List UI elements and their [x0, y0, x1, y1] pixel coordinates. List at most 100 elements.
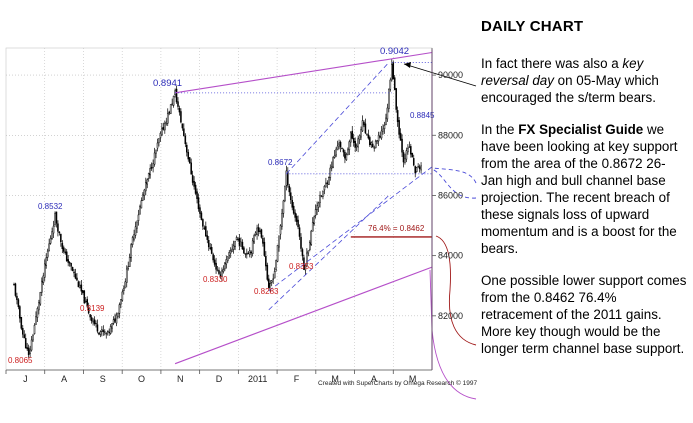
arrow-support-guide-2 [431, 168, 477, 199]
candle-body [136, 221, 138, 229]
candle-body [155, 149, 157, 154]
price-label: 0.8330 [203, 275, 228, 284]
candle-body [203, 227, 206, 229]
candle-body [241, 241, 244, 250]
candle-body [347, 149, 349, 156]
price-labels: 0.8941 0.9042 0.8845 0.8672 0.8532 76.4% = 0.… [8, 46, 435, 365]
candle-body [222, 269, 225, 272]
candle-body [260, 229, 263, 238]
candle-body [389, 79, 392, 90]
candle-body [300, 236, 302, 249]
candle-body [197, 197, 200, 210]
candle-body [246, 253, 248, 255]
candle-body [276, 245, 279, 262]
candle-body [361, 120, 364, 132]
candle-body [102, 330, 105, 332]
candle-body [55, 211, 58, 224]
candle-body [153, 152, 156, 165]
candle-body [188, 157, 191, 164]
y-tick-label: 82000 [438, 311, 463, 321]
candle-body [407, 147, 409, 153]
candle-body [291, 200, 293, 208]
x-tick-label: O [138, 374, 145, 384]
candle-body [200, 212, 203, 220]
candle-body [213, 259, 216, 265]
candle-body [348, 141, 351, 151]
candle-body [333, 155, 336, 158]
candle-body [317, 202, 320, 208]
candle-body [272, 278, 274, 280]
candle-body [108, 331, 110, 334]
candle-body [376, 140, 378, 142]
candle-body [206, 235, 209, 240]
candle-body [307, 250, 310, 254]
candle-body [367, 134, 370, 139]
commentary-paragraph-3: One possible lower support comes from th… [481, 273, 687, 356]
candle-body [152, 163, 154, 168]
candle-body [128, 256, 131, 267]
candle-body [54, 213, 56, 226]
bull-channel-dashed-line [268, 166, 433, 292]
candle-body [45, 257, 47, 266]
p1-key-reversal: key reversal day [481, 56, 644, 88]
candle-body [32, 334, 34, 341]
candle-body [130, 244, 132, 259]
candle-body [355, 145, 358, 148]
candle-body [39, 291, 42, 305]
candle-body [411, 152, 414, 158]
candle-body [309, 242, 311, 251]
candle-body [48, 243, 50, 252]
candle-body [256, 227, 258, 235]
candle-body [336, 145, 339, 151]
candle-body [16, 295, 18, 301]
candle-body [212, 254, 214, 261]
candle-body [120, 299, 122, 305]
candle-body [262, 237, 264, 244]
candle-body [175, 88, 178, 103]
price-label: 0.8283 [254, 287, 279, 296]
x-tick-label: M [409, 374, 417, 384]
candle-body [251, 240, 254, 254]
candle-body [388, 89, 390, 110]
candle-body [171, 103, 173, 105]
candle-body [96, 324, 99, 332]
candle-body [147, 173, 150, 179]
candle-body [410, 146, 412, 155]
y-tick-label: 86000 [438, 190, 463, 200]
candle-body [263, 241, 266, 256]
candle-body [344, 151, 346, 159]
candle-body [328, 177, 330, 185]
candle-body [165, 121, 168, 124]
candle-body [210, 247, 213, 254]
candle-body [150, 167, 153, 169]
chart-grid [5, 47, 433, 371]
price-label: 0.8065 [8, 356, 33, 365]
candle-body [351, 130, 354, 139]
candle-body [178, 108, 181, 113]
candle-body [219, 274, 222, 277]
candle-body [391, 64, 393, 81]
candle-body [68, 262, 71, 264]
candle-body [29, 349, 31, 354]
candle-body [177, 101, 179, 107]
candle-body [284, 185, 286, 202]
candle-body [90, 317, 93, 322]
candle-body [80, 284, 83, 292]
candle-body [265, 256, 267, 267]
candle-body [275, 260, 277, 271]
candle-body [270, 280, 273, 283]
candle-body [46, 250, 49, 258]
p2-text-b: we have been looking at key support from… [481, 122, 678, 256]
candle-body [232, 245, 235, 250]
candle-body [84, 300, 87, 303]
candle-body [52, 225, 55, 234]
candle-body [114, 318, 116, 322]
candle-body [166, 113, 169, 124]
candle-body [350, 132, 352, 143]
candle-body [273, 271, 276, 279]
x-tick-label: F [294, 374, 300, 384]
candle-body [99, 331, 102, 335]
candle-body [325, 182, 327, 188]
candle-body [238, 238, 241, 246]
candle-body [373, 147, 375, 149]
